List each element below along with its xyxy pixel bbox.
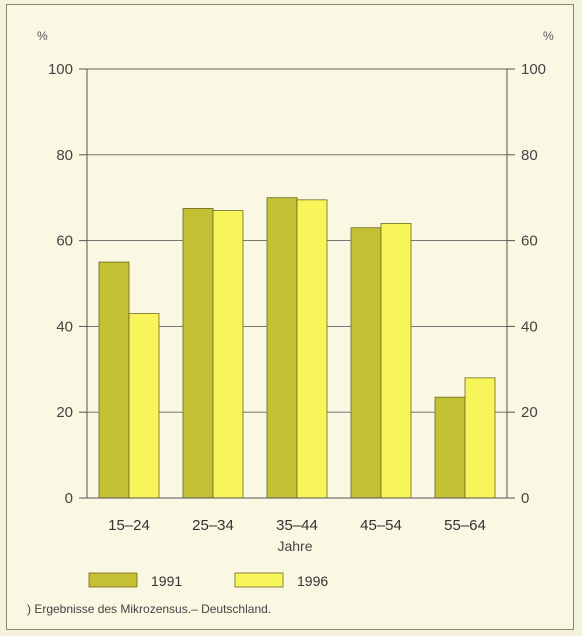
y-axis-ticks: 0 0 20 20 40 40 60 60 80 80 100 100 <box>48 61 546 507</box>
chart-frame: 0 0 20 20 40 40 60 60 80 80 100 100 15–24 25–34 35–44… <box>6 4 574 630</box>
y-axis-unit-left: % <box>37 29 48 43</box>
bar-1991-4 <box>434 396 466 499</box>
y-axis-unit-right: % <box>543 29 554 43</box>
x-axis-ticks: 15–24 25–34 35–44 45–54 55–64 <box>108 517 486 534</box>
x-tick-label-3: 45–54 <box>360 517 402 534</box>
x-tick-label-2: 35–44 <box>276 517 318 534</box>
y-tick-label-left-20: 20 <box>56 404 73 421</box>
y-tick-label-right-20: 20 <box>521 404 538 421</box>
x-tick-label-0: 15–24 <box>108 517 150 534</box>
legend-label-1996: 1996 <box>297 573 328 589</box>
y-tick-label-left-0: 0 <box>65 490 73 507</box>
legend: 1991 1996 <box>88 572 328 589</box>
bar-1991-0 <box>98 261 130 499</box>
bar-1996-0 <box>128 313 160 499</box>
y-tick-label-right-100: 100 <box>521 61 546 78</box>
bar-1996-2 <box>296 199 328 499</box>
legend-swatch-1991 <box>88 572 138 588</box>
bar-1991-2 <box>266 197 298 499</box>
bars <box>98 197 496 499</box>
y-tick-label-left-80: 80 <box>56 147 73 164</box>
x-tick-label-1: 25–34 <box>192 517 234 534</box>
bar-1996-1 <box>212 210 244 499</box>
bar-1991-1 <box>182 208 214 499</box>
y-tick-label-right-60: 60 <box>521 233 538 250</box>
axes <box>86 69 508 499</box>
y-tick-label-left-100: 100 <box>48 61 73 78</box>
y-tick-label-left-40: 40 <box>56 318 73 335</box>
y-tick-label-right-0: 0 <box>521 490 529 507</box>
footnote: ) Ergebnisse des Mikrozensus.– Deutschla… <box>27 602 271 616</box>
x-axis-title: Jahre <box>277 538 312 554</box>
y-tick-label-right-80: 80 <box>521 147 538 164</box>
y-tick-label-right-40: 40 <box>521 318 538 335</box>
y-tick-label-left-60: 60 <box>56 233 73 250</box>
bar-1991-3 <box>350 227 382 499</box>
legend-swatch-1996 <box>234 572 284 588</box>
bar-1996-4 <box>464 377 496 499</box>
x-tick-label-4: 55–64 <box>444 517 486 534</box>
bar-1996-3 <box>380 223 412 499</box>
bar-chart: 0 0 20 20 40 40 60 60 80 80 100 100 15–24 25–34 35–44… <box>27 29 554 616</box>
legend-label-1991: 1991 <box>151 573 182 589</box>
